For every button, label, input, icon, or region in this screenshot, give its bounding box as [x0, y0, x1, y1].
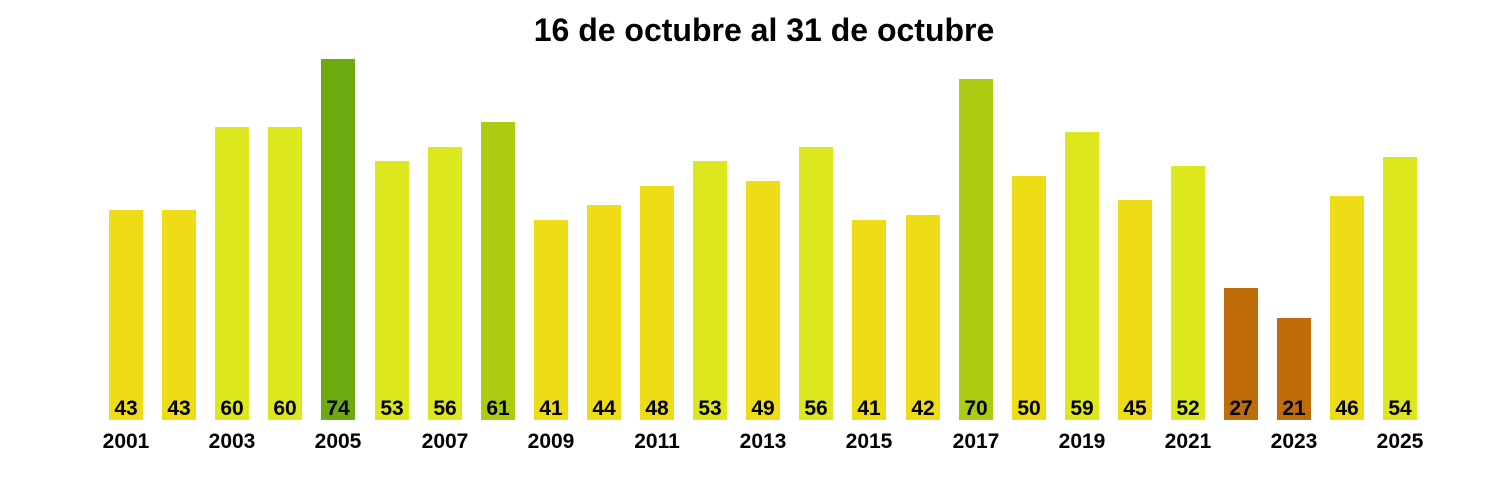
bar-value-label: 49 [751, 397, 775, 420]
x-tick-label-2007: 2007 [421, 430, 469, 453]
bar-2003: 60 [215, 127, 249, 420]
bar-value-label: 21 [1282, 397, 1306, 420]
bar-2009: 41 [534, 220, 568, 420]
bar-value-label: 54 [1388, 397, 1412, 420]
bar-value-label: 43 [114, 397, 138, 420]
bar-value-label: 46 [1335, 397, 1359, 420]
bar-2022: 27 [1224, 288, 1258, 420]
bar-value-label: 45 [1123, 397, 1147, 420]
x-tick-label-2003: 2003 [208, 430, 256, 453]
x-tick-label-2023: 2023 [1270, 430, 1318, 453]
bar-2020: 45 [1118, 200, 1152, 420]
x-tick-label-2015: 2015 [845, 430, 893, 453]
bar-value-label: 41 [539, 397, 563, 420]
bar-2005: 74 [321, 59, 355, 420]
bar-2013: 49 [746, 181, 780, 420]
bar-value-label: 60 [220, 397, 244, 420]
bar-2023: 21 [1277, 318, 1311, 420]
bar-2025: 54 [1383, 157, 1417, 420]
x-tick-label-2011: 2011 [634, 430, 680, 453]
bar-value-label: 56 [804, 397, 828, 420]
bar-value-label: 74 [326, 397, 350, 420]
bar-value-label: 59 [1070, 397, 1094, 420]
bar-value-label: 53 [698, 397, 722, 420]
bar-2006: 53 [375, 161, 409, 420]
bar-2015: 41 [852, 220, 886, 420]
bar-2007: 56 [428, 147, 462, 420]
bar-2012: 53 [693, 161, 727, 420]
x-tick-label-2005: 2005 [314, 430, 362, 453]
x-tick-label-2001: 2001 [102, 430, 150, 453]
bar-2017: 70 [959, 79, 993, 420]
bar-value-label: 60 [273, 397, 297, 420]
x-tick-label-2019: 2019 [1058, 430, 1106, 453]
bar-2014: 56 [799, 147, 833, 420]
chart-title: 16 de octubre al 31 de octubre [533, 12, 995, 48]
bar-2018: 50 [1012, 176, 1046, 420]
bar-value-label: 44 [592, 397, 616, 420]
bar-2008: 61 [481, 122, 515, 420]
bar-value-label: 61 [486, 397, 510, 420]
x-tick-label-2025: 2025 [1376, 430, 1424, 453]
bar-2001: 43 [109, 210, 143, 420]
x-tick-label-2021: 2021 [1164, 430, 1212, 453]
bar-2011: 48 [640, 186, 674, 420]
bar-value-label: 42 [911, 397, 935, 420]
bar-2024: 46 [1330, 196, 1364, 420]
x-tick-label-2009: 2009 [527, 430, 575, 453]
bar-2004: 60 [268, 127, 302, 420]
x-tick-label-2017: 2017 [952, 430, 1000, 453]
bar-value-label: 27 [1229, 397, 1253, 420]
bar-value-label: 70 [964, 397, 988, 420]
bar-value-label: 48 [645, 397, 669, 420]
bar-value-label: 52 [1176, 397, 1200, 420]
x-tick-label-2013: 2013 [739, 430, 787, 453]
bar-2002: 43 [162, 210, 196, 420]
bar-value-label: 43 [167, 397, 191, 420]
bar-2010: 44 [587, 205, 621, 420]
bar-value-label: 41 [857, 397, 881, 420]
bar-2021: 52 [1171, 166, 1205, 420]
bar-value-label: 56 [433, 397, 457, 420]
bar-2016: 42 [906, 215, 940, 420]
bar-value-label: 50 [1017, 397, 1041, 420]
bar-2019: 59 [1065, 132, 1099, 420]
bar-value-label: 53 [380, 397, 404, 420]
